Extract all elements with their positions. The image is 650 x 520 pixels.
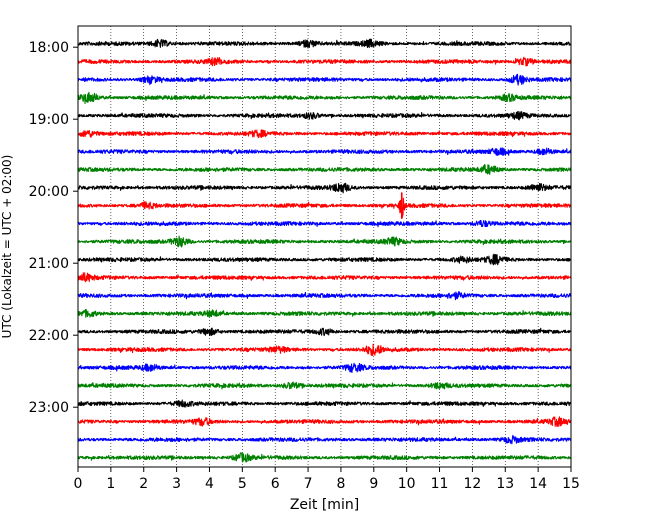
x-tick-label: 2 — [139, 476, 148, 492]
plot-frame — [77, 25, 572, 468]
trace-21:12 — [77, 272, 572, 283]
x-tick-label: 13 — [496, 476, 514, 492]
x-axis-ticks: 0 1 2 3 4 5 6 7 8 9 10 11 12 13 14 15 — [74, 467, 580, 492]
x-tick-label: 10 — [398, 476, 416, 492]
y-axis-ticks: 18:00 19:00 20:00 21:00 22:00 23:00 — [29, 40, 78, 416]
trace-22:12 — [77, 343, 572, 356]
trace-22:42 — [77, 381, 572, 390]
trace-17:57 — [77, 38, 572, 49]
trace-23:42 — [77, 452, 572, 463]
trace-19:42 — [77, 163, 572, 175]
y-tick-label: 19:00 — [29, 112, 69, 128]
y-tick-label: 18:00 — [29, 40, 69, 56]
trace-20:27 — [77, 219, 572, 228]
trace-19:12 — [77, 129, 572, 139]
x-tick-label: 7 — [304, 476, 313, 492]
trace-20:57 — [77, 253, 572, 266]
x-tick-label: 11 — [431, 476, 449, 492]
trace-18:27 — [77, 73, 572, 86]
x-tick-label: 4 — [205, 476, 214, 492]
x-tick-label: 6 — [271, 476, 280, 492]
x-tick-label: 8 — [336, 476, 345, 492]
trace-21:42 — [77, 308, 572, 318]
x-axis-label: Zeit [min] — [290, 497, 359, 513]
trace-22:27 — [77, 362, 572, 373]
x-tick-label: 1 — [106, 476, 115, 492]
x-tick-label: 15 — [562, 476, 580, 492]
trace-22:57 — [77, 399, 572, 408]
trace-20:42 — [77, 235, 572, 248]
x-tick-label: 12 — [463, 476, 481, 492]
x-tick-label: 3 — [172, 476, 181, 492]
seismic-traces — [77, 38, 572, 463]
trace-19:57 — [77, 182, 572, 194]
y-tick-label: 23:00 — [29, 400, 69, 416]
x-tick-label: 5 — [238, 476, 247, 492]
x-tick-label: 14 — [529, 476, 547, 492]
y-axis-label: UTC (Lokalzeit = UTC + 02:00) — [0, 155, 14, 339]
trace-18:12 — [77, 56, 572, 67]
x-tick-label: 0 — [74, 476, 83, 492]
x-tick-label: 9 — [369, 476, 378, 492]
trace-21:27 — [77, 291, 572, 301]
y-tick-label: 22:00 — [29, 328, 69, 344]
trace-18:42 — [77, 91, 572, 105]
trace-20:12 — [77, 197, 572, 219]
trace-21:57 — [77, 327, 572, 337]
trace-18:57 — [77, 110, 572, 121]
y-tick-label: 20:00 — [29, 184, 69, 200]
y-tick-label: 21:00 — [29, 256, 69, 272]
trace-23:12 — [77, 416, 572, 427]
trace-19:27 — [77, 147, 572, 156]
trace-23:27 — [77, 434, 572, 445]
